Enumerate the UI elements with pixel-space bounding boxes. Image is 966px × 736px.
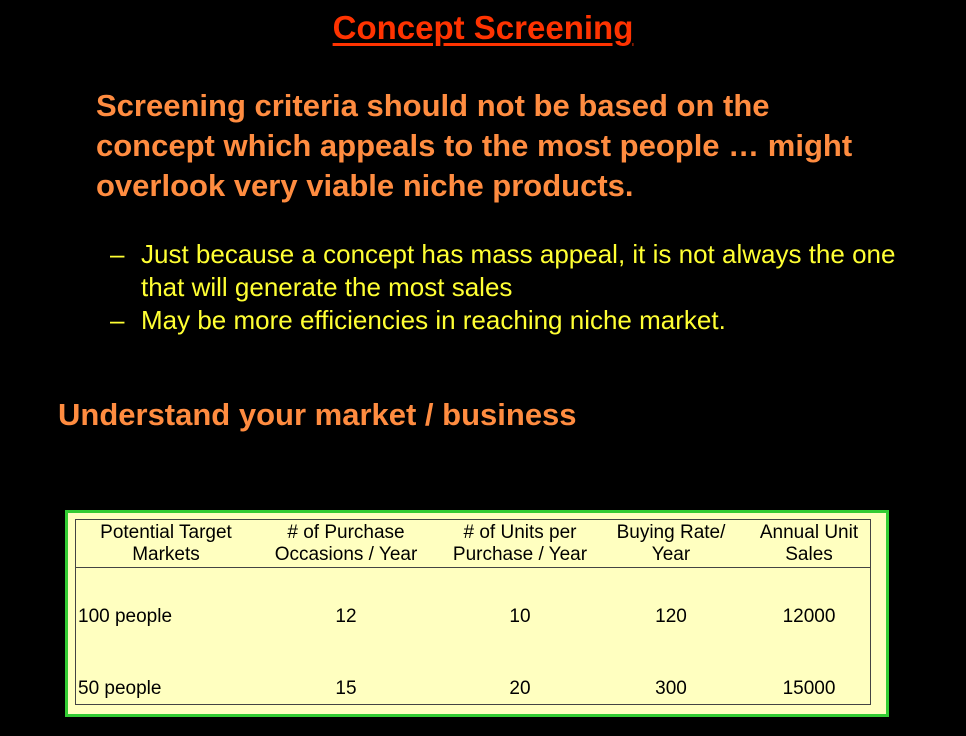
dash-marker: – (110, 239, 125, 269)
header-line: Year (651, 544, 691, 565)
header-line: Occasions / Year (274, 544, 418, 565)
cell-buying-rate: 300 (655, 678, 687, 699)
section-subheading: Understand your market / business (58, 397, 577, 432)
market-table-grid: Potential Target Markets # of Purchase O… (75, 519, 871, 705)
header-line: Markets (132, 544, 200, 565)
cell-annual-sales: 12000 (782, 606, 836, 627)
slide-title: Concept Screening (332, 9, 634, 46)
header-buying-rate: Buying Rate/ Year (604, 522, 738, 566)
header-line: Annual Unit (759, 522, 859, 543)
cell-occasions: 15 (335, 678, 357, 699)
header-line: Purchase / Year (452, 544, 588, 565)
cell-units: 20 (509, 678, 531, 699)
header-units-per-purchase: # of Units per Purchase / Year (434, 522, 606, 566)
cell-market: 100 people (78, 606, 173, 627)
bullet-item: – Just because a concept has mass appeal… (110, 238, 940, 304)
dash-marker: – (110, 305, 125, 335)
market-table: Potential Target Markets # of Purchase O… (65, 510, 889, 717)
header-purchase-occasions: # of Purchase Occasions / Year (256, 522, 436, 566)
bullet-text: Just because a concept has mass appeal, … (141, 239, 896, 302)
header-potential-target-markets: Potential Target Markets (82, 522, 250, 566)
header-line: # of Units per (463, 522, 577, 543)
cell-units: 10 (509, 606, 531, 627)
bullet-list: – Just because a concept has mass appeal… (110, 238, 940, 337)
header-line: Buying Rate/ (616, 522, 726, 543)
header-line: # of Purchase (287, 522, 405, 543)
cell-market: 50 people (78, 678, 162, 699)
table-header-row: Potential Target Markets # of Purchase O… (76, 520, 870, 568)
header-annual-unit-sales: Annual Unit Sales (742, 522, 876, 566)
lead-statement: Screening criteria should not be based o… (96, 88, 853, 203)
cell-occasions: 12 (335, 606, 357, 627)
bullet-text: May be more efficiencies in reaching nic… (141, 305, 726, 335)
header-line: Sales (785, 544, 833, 565)
bullet-item: – May be more efficiencies in reaching n… (110, 304, 940, 337)
cell-annual-sales: 15000 (782, 678, 836, 699)
cell-buying-rate: 120 (655, 606, 687, 627)
header-line: Potential Target (100, 522, 232, 543)
